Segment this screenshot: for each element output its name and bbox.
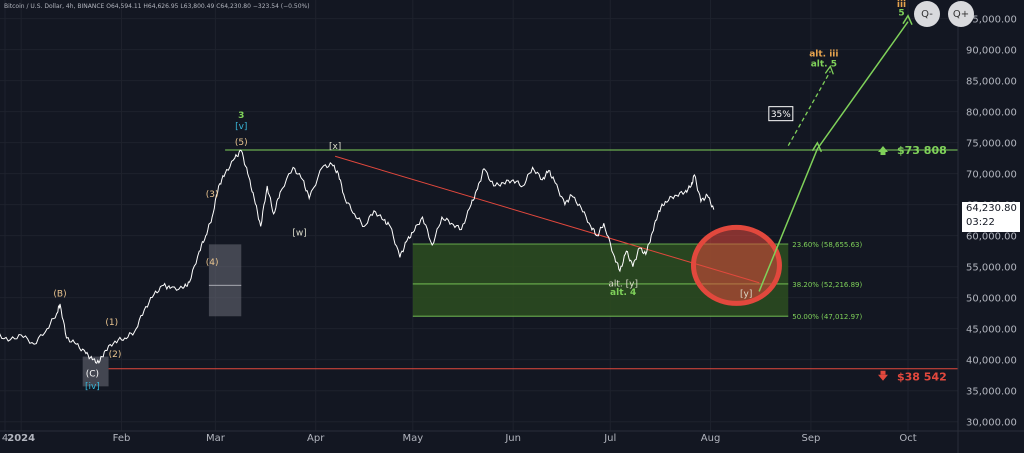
x-tick-label: May [402,433,423,444]
projection-wave5 [758,21,909,292]
y-tick-label: 80,000.00 [966,108,1017,119]
support-label: $38 542 [897,371,947,384]
projection-alt5 [787,70,831,147]
wave-label: alt. 4 [610,288,636,298]
x-tick-label: Feb [113,433,131,444]
change-value: −323.54 (−0.50%) [252,3,310,10]
wave-label: (1) [105,318,118,328]
wave-label: 3 [238,111,244,121]
x-tick-label: Aug [701,433,721,444]
wave-label: (C) [86,369,99,379]
symbol-name: Bitcoin / U.S. Dollar, 4h, BINANCE [4,3,105,10]
annotations: 35%[iii](A)(B)(1)(2)(C)[iv](3)(4)3[v](5)… [53,0,913,392]
wave-label: [y] [740,289,752,299]
x-axis: 4 2024 Feb Mar Apr May Jun Jul Aug Sep Oct [0,430,1024,444]
projection-arrowhead [824,64,834,75]
wave-label: [iv] [85,382,100,392]
wave-label: (5) [235,138,248,148]
open-value: O64,594.11 [106,3,142,10]
low-value: L63,800.49 [180,3,215,10]
wave-label: alt. iii [809,49,838,59]
resistance-label: $73 808 [897,144,947,157]
x-tick-label: Mar [206,433,226,444]
zoom-in-icon: Q+ [952,8,970,20]
current-price-value: 64,230.80 [966,203,1017,214]
arrow-up-icon [880,151,886,156]
probability-label: 35% [771,110,791,120]
downtrend-line [334,155,760,284]
y-tick-label: 40,000.00 [966,356,1017,367]
y-tick-label: 95,000.00 [966,15,1017,26]
projection-arrowhead [902,14,913,26]
wave-label: alt. [y] [608,280,638,290]
wave-label: (4) [206,258,219,268]
wave-label: (B) [53,289,66,299]
y-tick-label: 75,000.00 [966,139,1017,150]
wave-label: iii [897,0,906,10]
y-tick-label: 55,000.00 [966,263,1017,274]
y-tick-label: 85,000.00 [966,77,1017,88]
fib-level-label: 50.00% (47,012.97) [792,313,862,321]
y-tick-label: 60,000.00 [966,232,1017,243]
x-tick-label: Oct [899,433,916,444]
arrow-down-icon [880,370,886,375]
fib-level-label: 38.20% (52,216.89) [792,281,862,289]
y-tick-label: 35,000.00 [966,387,1017,398]
zoom-out-icon: Q- [921,8,933,20]
arrow-up-icon [878,146,888,153]
wave-label: (2) [109,350,122,360]
y-tick-label: 90,000.00 [966,46,1017,57]
trend-lines: $73 808 $38 542 [108,144,958,384]
probability-box [768,106,794,122]
y-tick-label: 70,000.00 [966,170,1017,181]
fib-level-label: 23.60% (58,655.63) [792,241,862,249]
y-tick-label: 30,000.00 [966,418,1017,429]
wave-label: [x] [329,142,341,152]
projection-arrowhead [811,141,823,153]
wave-label: alt. 5 [811,59,837,69]
x-tick-label: Apr [307,433,325,444]
symbol-header: Bitcoin / U.S. Dollar, 4h, BINANCE O64,5… [4,3,310,10]
x-tick-label: 4 [2,433,8,444]
bar-countdown: 03:22 [966,217,995,228]
y-tick-label: 50,000.00 [966,294,1017,305]
x-tick-label: Jul [603,433,616,444]
zoom-in-button[interactable]: Q+ [948,1,974,27]
wave-label: [v] [235,122,247,132]
wave-label: (3) [206,190,219,200]
wave4-box [208,244,242,317]
high-value: H64,626.95 [143,3,179,10]
target-circle [690,224,782,306]
zoom-out-button[interactable]: Q- [914,1,940,27]
arrow-down-icon [878,374,888,381]
price-line [0,149,715,364]
x-tick-label: 2024 [7,433,35,444]
wave-label: [w] [292,229,306,239]
x-tick-label: Sep [801,433,820,444]
y-tick-label: 45,000.00 [966,325,1017,336]
wave-label: 5 [898,9,904,19]
current-price-label: 64,230.80 03:22 [962,202,1020,232]
close-value: C64,230.80 [216,3,251,10]
x-tick-label: Jun [504,433,521,444]
